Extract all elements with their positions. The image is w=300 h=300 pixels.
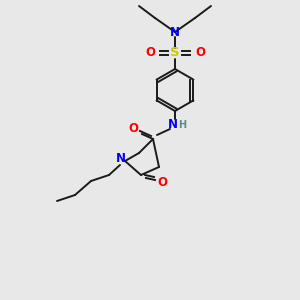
Text: N: N xyxy=(168,118,178,131)
Text: O: O xyxy=(145,46,155,59)
Text: N: N xyxy=(116,152,126,164)
Text: H: H xyxy=(178,120,186,130)
Text: O: O xyxy=(157,176,167,188)
Text: O: O xyxy=(195,46,205,59)
Text: S: S xyxy=(170,46,180,59)
Text: O: O xyxy=(128,122,138,134)
Text: N: N xyxy=(170,26,180,38)
